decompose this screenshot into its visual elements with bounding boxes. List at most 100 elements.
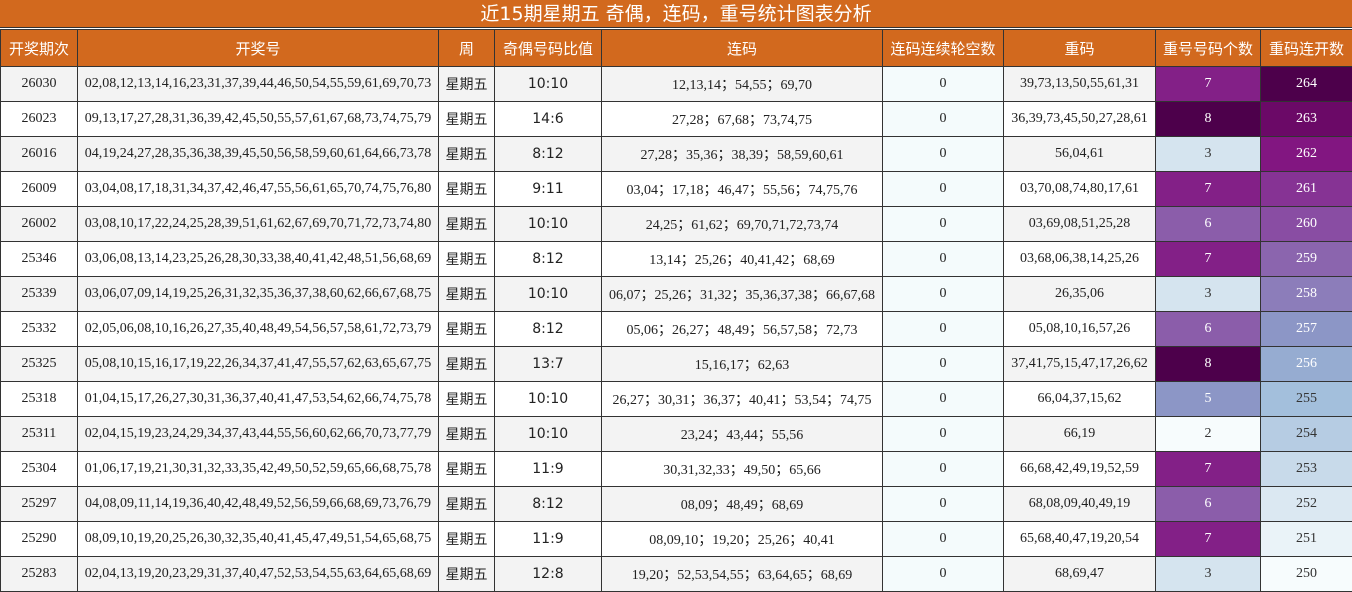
odd-even-ratio-cell: 8:12 — [494, 241, 602, 277]
period-cell: 25283 — [0, 556, 78, 592]
repeat-streak-cell: 255 — [1260, 381, 1352, 417]
repeat-count-cell: 5 — [1155, 381, 1261, 417]
table-row: 25311 02,04,15,19,23,24,29,34,37,43,44,55… — [0, 416, 1352, 452]
table-row: 25325 05,08,10,15,16,17,19,22,26,34,37,41… — [0, 346, 1352, 382]
consecutive-cell: 15,16,17；62,63 — [601, 346, 883, 382]
consecutive-gap-cell: 0 — [882, 206, 1004, 242]
repeat-streak-cell: 257 — [1260, 311, 1352, 347]
repeat-streak-cell: 256 — [1260, 346, 1352, 382]
repeat-numbers-cell: 66,04,37,15,62 — [1003, 381, 1156, 417]
consecutive-cell: 24,25；61,62；69,70,71,72,73,74 — [601, 206, 883, 242]
weekday-cell: 星期五 — [438, 171, 495, 207]
repeat-numbers-cell: 68,08,09,40,49,19 — [1003, 486, 1156, 522]
repeat-streak-cell: 252 — [1260, 486, 1352, 522]
repeat-streak-cell: 263 — [1260, 101, 1352, 137]
odd-even-ratio-cell: 8:12 — [494, 486, 602, 522]
repeat-numbers-cell: 37,41,75,15,47,17,26,62 — [1003, 346, 1156, 382]
consecutive-cell: 27,28；67,68；73,74,75 — [601, 101, 883, 137]
weekday-cell: 星期五 — [438, 206, 495, 242]
repeat-count-cell: 2 — [1155, 416, 1261, 452]
repeat-streak-cell: 251 — [1260, 521, 1352, 557]
repeat-count-cell: 6 — [1155, 206, 1261, 242]
consecutive-cell: 27,28；35,36；38,39；58,59,60,61 — [601, 136, 883, 172]
period-cell: 25346 — [0, 241, 78, 277]
period-cell: 26016 — [0, 136, 78, 172]
odd-even-ratio-cell: 12:8 — [494, 556, 602, 592]
table-row: 26023 09,13,17,27,28,31,36,39,42,45,50,55… — [0, 101, 1352, 137]
period-cell: 26009 — [0, 171, 78, 207]
table-row: 25304 01,06,17,19,21,30,31,32,33,35,42,49… — [0, 451, 1352, 487]
weekday-cell: 星期五 — [438, 101, 495, 137]
repeat-streak-cell: 260 — [1260, 206, 1352, 242]
weekday-cell: 星期五 — [438, 241, 495, 277]
consecutive-gap-cell: 0 — [882, 136, 1004, 172]
period-cell: 26023 — [0, 101, 78, 137]
consecutive-cell: 13,14；25,26；40,41,42；68,69 — [601, 241, 883, 277]
column-header: 连码连续轮空数 — [882, 29, 1004, 67]
repeat-numbers-cell: 03,68,06,38,14,25,26 — [1003, 241, 1156, 277]
repeat-count-cell: 3 — [1155, 556, 1261, 592]
repeat-numbers-cell: 39,73,13,50,55,61,31 — [1003, 66, 1156, 102]
weekday-cell: 星期五 — [438, 521, 495, 557]
stats-table: 开奖期次 开奖号周奇偶号码比值 连码 连码连续轮空数 重码 重号号码个数 重码连开数 260… — [0, 29, 1352, 592]
consecutive-cell: 08,09,10；19,20；25,26；40,41 — [601, 521, 883, 557]
column-header: 重号号码个数 — [1155, 29, 1261, 67]
consecutive-gap-cell: 0 — [882, 66, 1004, 102]
consecutive-gap-cell: 0 — [882, 521, 1004, 557]
weekday-cell: 星期五 — [438, 381, 495, 417]
odd-even-ratio-cell: 8:12 — [494, 136, 602, 172]
consecutive-cell: 30,31,32,33；49,50；65,66 — [601, 451, 883, 487]
odd-even-ratio-cell: 10:10 — [494, 276, 602, 312]
repeat-streak-cell: 253 — [1260, 451, 1352, 487]
numbers-cell: 03,06,07,09,14,19,25,26,31,32,35,36,37,3… — [77, 276, 439, 312]
weekday-cell: 星期五 — [438, 136, 495, 172]
odd-even-ratio-cell: 10:10 — [494, 66, 602, 102]
repeat-count-cell: 6 — [1155, 311, 1261, 347]
consecutive-cell: 23,24；43,44；55,56 — [601, 416, 883, 452]
numbers-cell: 05,08,10,15,16,17,19,22,26,34,37,41,47,5… — [77, 346, 439, 382]
period-cell: 25290 — [0, 521, 78, 557]
table-row: 26009 03,04,08,17,18,31,34,37,42,46,47,55… — [0, 171, 1352, 207]
repeat-numbers-cell: 36,39,73,45,50,27,28,61 — [1003, 101, 1156, 137]
period-cell: 25304 — [0, 451, 78, 487]
weekday-cell: 星期五 — [438, 451, 495, 487]
consecutive-cell: 08,09；48,49；68,69 — [601, 486, 883, 522]
repeat-count-cell: 3 — [1155, 136, 1261, 172]
weekday-cell: 星期五 — [438, 311, 495, 347]
table-row: 25283 02,04,13,19,20,23,29,31,37,40,47,52… — [0, 556, 1352, 592]
numbers-cell: 04,19,24,27,28,35,36,38,39,45,50,56,58,5… — [77, 136, 439, 172]
repeat-numbers-cell: 65,68,40,47,19,20,54 — [1003, 521, 1156, 557]
numbers-cell: 04,08,09,11,14,19,36,40,42,48,49,52,56,5… — [77, 486, 439, 522]
consecutive-cell: 26,27；30,31；36,37；40,41；53,54；74,75 — [601, 381, 883, 417]
consecutive-gap-cell: 0 — [882, 171, 1004, 207]
weekday-cell: 星期五 — [438, 276, 495, 312]
repeat-numbers-cell: 68,69,47 — [1003, 556, 1156, 592]
repeat-count-cell: 7 — [1155, 241, 1261, 277]
repeat-numbers-cell: 66,19 — [1003, 416, 1156, 452]
repeat-streak-cell: 259 — [1260, 241, 1352, 277]
consecutive-cell: 03,04；17,18；46,47；55,56；74,75,76 — [601, 171, 883, 207]
numbers-cell: 01,04,15,17,26,27,30,31,36,37,40,41,47,5… — [77, 381, 439, 417]
weekday-cell: 星期五 — [438, 346, 495, 382]
column-header: 重码 — [1003, 29, 1156, 67]
repeat-streak-cell: 250 — [1260, 556, 1352, 592]
repeat-streak-cell: 264 — [1260, 66, 1352, 102]
repeat-streak-cell: 254 — [1260, 416, 1352, 452]
weekday-cell: 星期五 — [438, 486, 495, 522]
consecutive-gap-cell: 0 — [882, 416, 1004, 452]
repeat-count-cell: 3 — [1155, 276, 1261, 312]
weekday-cell: 星期五 — [438, 66, 495, 102]
repeat-count-cell: 7 — [1155, 451, 1261, 487]
repeat-count-cell: 6 — [1155, 486, 1261, 522]
numbers-cell: 03,04,08,17,18,31,34,37,42,46,47,55,56,6… — [77, 171, 439, 207]
table-row: 26002 03,08,10,17,22,24,25,28,39,51,61,62… — [0, 206, 1352, 242]
repeat-numbers-cell: 66,68,42,49,19,52,59 — [1003, 451, 1156, 487]
repeat-numbers-cell: 05,08,10,16,57,26 — [1003, 311, 1156, 347]
consecutive-cell: 19,20；52,53,54,55；63,64,65；68,69 — [601, 556, 883, 592]
period-cell: 26030 — [0, 66, 78, 102]
period-cell: 26002 — [0, 206, 78, 242]
odd-even-ratio-cell: 14:6 — [494, 101, 602, 137]
repeat-streak-cell: 258 — [1260, 276, 1352, 312]
header-row: 开奖期次 开奖号周奇偶号码比值 连码 连码连续轮空数 重码 重号号码个数 重码连开数 — [0, 29, 1352, 67]
repeat-count-cell: 7 — [1155, 66, 1261, 102]
